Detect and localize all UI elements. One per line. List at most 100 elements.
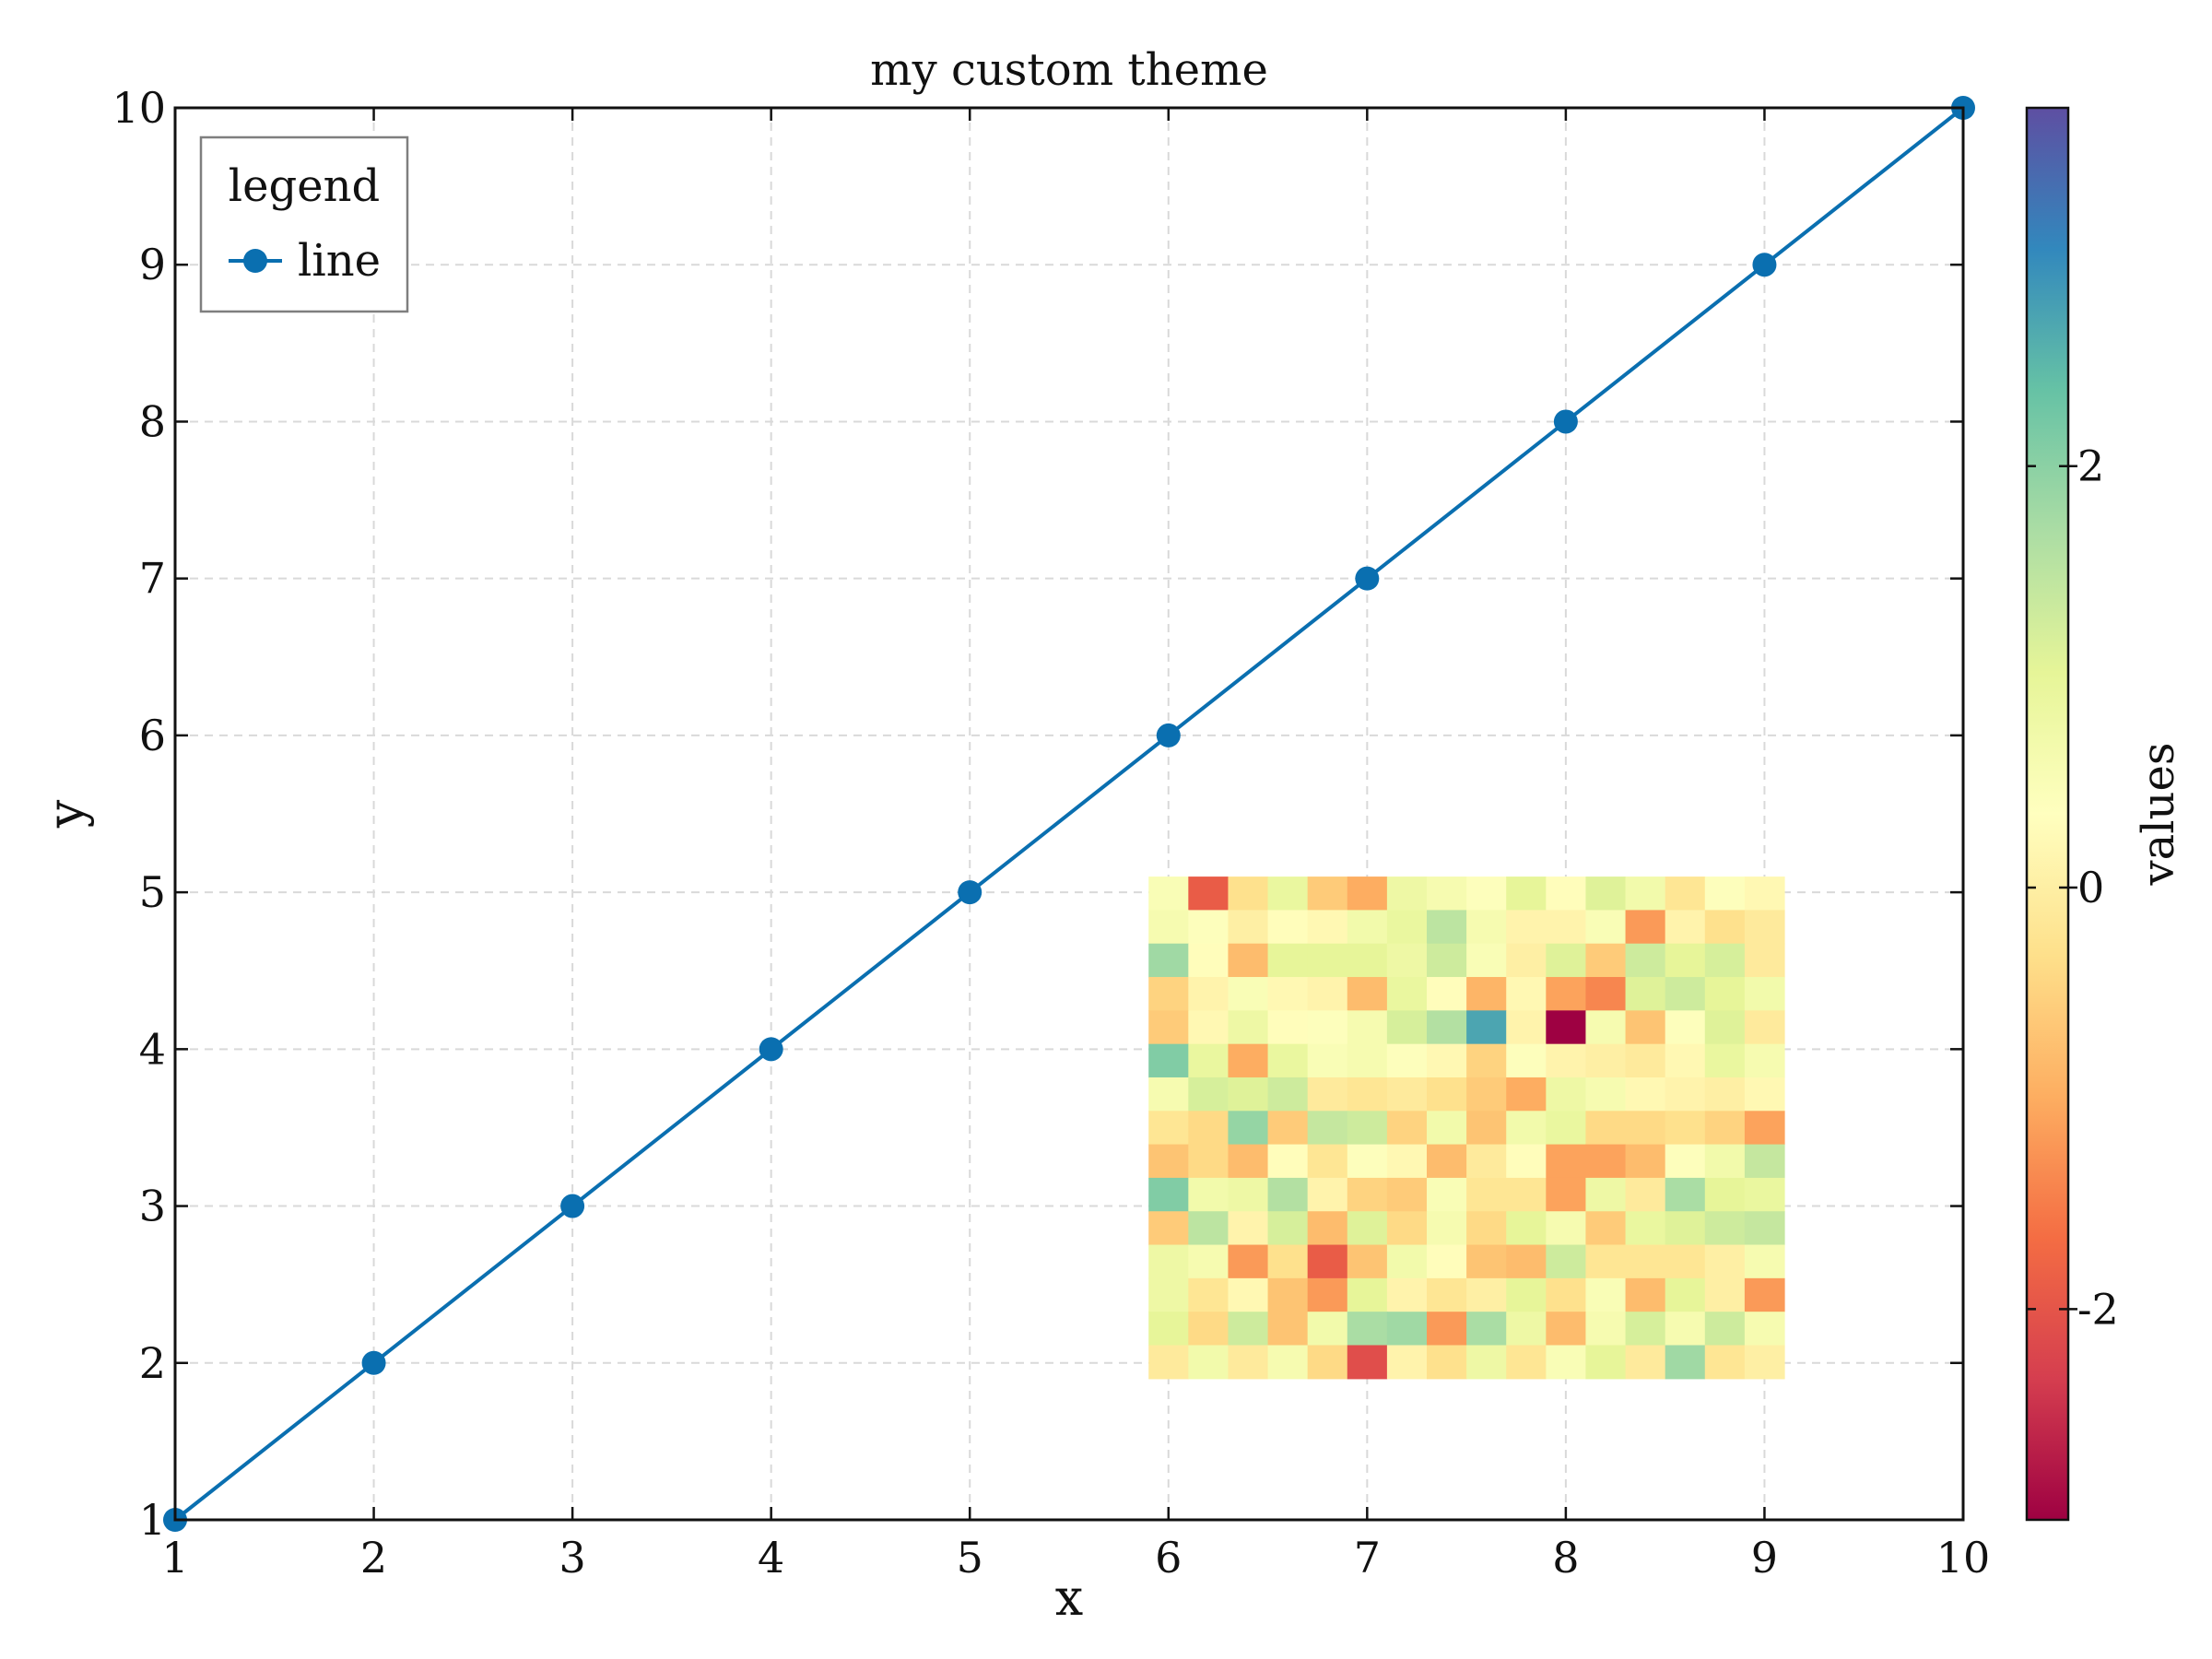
heatmap-cell (1744, 910, 1785, 945)
heatmap-cell (1744, 977, 1785, 1011)
heatmap-cell (1506, 1010, 1547, 1045)
heatmap-cell (1585, 977, 1627, 1011)
heatmap-cell (1506, 1144, 1547, 1179)
heatmap-cell (1386, 910, 1428, 945)
heatmap-cell (1228, 943, 1269, 978)
heatmap-cell (1228, 1077, 1269, 1112)
x-tick-label: 10 (1936, 1533, 1991, 1583)
heatmap-cell (1625, 1277, 1666, 1312)
colorbar-bar (2025, 106, 2070, 1522)
heatmap-cell (1228, 1177, 1269, 1212)
heatmap-cell (1704, 977, 1746, 1011)
heatmap-cell (1665, 1277, 1706, 1312)
heatmap-cell (1665, 910, 1706, 945)
colorbar-ticks: -2 0 2 (2027, 441, 2119, 1334)
heatmap-cell (1347, 1111, 1388, 1146)
heatmap-cell (1148, 1277, 1189, 1312)
heatmap-cell (1546, 1010, 1587, 1045)
heatmap-cell (1585, 1177, 1627, 1212)
heatmap-cell (1188, 1077, 1230, 1112)
heatmap-cell (1625, 1010, 1666, 1045)
heatmap-cell (1625, 977, 1666, 1011)
heatmap-cell (1307, 1244, 1348, 1279)
data-point (1355, 566, 1380, 591)
heatmap-cell (1704, 1211, 1746, 1246)
heatmap-cell (1386, 1077, 1428, 1112)
heatmap-cell (1625, 1312, 1666, 1347)
heatmap-cell (1188, 1111, 1230, 1146)
colorbar-tick-label: 0 (2077, 863, 2104, 912)
x-tick-label: 4 (758, 1533, 784, 1583)
heatmap-cell (1427, 1211, 1467, 1246)
y-tick-label: 3 (139, 1182, 166, 1231)
heatmap-cell (1267, 943, 1309, 978)
heatmap-cell (1148, 1077, 1189, 1112)
heatmap-cell (1585, 1345, 1627, 1380)
heatmap-cell (1466, 1177, 1507, 1212)
heatmap-cell (1665, 1010, 1706, 1045)
heatmap-cell (1188, 1043, 1230, 1078)
heatmap-cell (1267, 1177, 1309, 1212)
heatmap-cell (1585, 1010, 1627, 1045)
heatmap-cell (1267, 910, 1309, 945)
heatmap-cell (1307, 1211, 1348, 1246)
data-point (1752, 253, 1777, 277)
heatmap-cell (1625, 1043, 1666, 1078)
heatmap-cell (1427, 1077, 1467, 1112)
heatmap-cell (1427, 910, 1467, 945)
y-tick-label: 5 (139, 867, 166, 917)
heatmap-cell (1665, 1211, 1706, 1246)
heatmap-cell (1466, 1345, 1507, 1380)
heatmap-cell (1427, 977, 1467, 1011)
heatmap-cell (1347, 977, 1388, 1011)
heatmap-cell (1744, 1244, 1785, 1279)
heatmap-cell (1546, 1211, 1587, 1246)
heatmap-cell (1585, 1144, 1627, 1179)
heatmap-cell (1466, 1111, 1507, 1146)
heatmap-cell (1665, 943, 1706, 978)
heatmap-cell (1506, 1277, 1547, 1312)
chart-title: my custom theme (870, 44, 1268, 96)
heatmap-cell (1665, 1345, 1706, 1380)
heatmap-cell (1347, 910, 1388, 945)
heatmap-cell (1386, 1010, 1428, 1045)
axis-ticks: 1 2 3 4 5 6 7 8 9 10 1 2 3 4 5 6 7 8 9 10 (112, 83, 1990, 1583)
heatmap-cell (1704, 1043, 1746, 1078)
heatmap-cell (1307, 877, 1348, 911)
heatmap-cell (1665, 1177, 1706, 1212)
heatmap-cell (1347, 1211, 1388, 1246)
heatmap-cell (1307, 1177, 1348, 1212)
heatmap-cell (1625, 877, 1666, 911)
heatmap-cell (1506, 1111, 1547, 1146)
legend-title: legend (229, 160, 381, 212)
heatmap-cell (1148, 1043, 1189, 1078)
x-tick-label: 3 (559, 1533, 585, 1583)
heatmap-cell (1267, 1244, 1309, 1279)
heatmap-cell (1347, 1277, 1388, 1312)
heatmap-cell (1148, 977, 1189, 1011)
heatmap-cell (1665, 1144, 1706, 1179)
heatmap-cell (1386, 1312, 1428, 1347)
heatmap-cell (1546, 1345, 1587, 1380)
heatmap-cell (1228, 1144, 1269, 1179)
heatmap-cell (1267, 1277, 1309, 1312)
heatmap-cell (1267, 1111, 1309, 1146)
heatmap-cell (1665, 977, 1706, 1011)
heatmap-cell (1704, 1345, 1746, 1380)
x-tick-label: 1 (161, 1533, 188, 1583)
heatmap-cell (1665, 1111, 1706, 1146)
heatmap-cell (1307, 943, 1348, 978)
colorbar-tick-label: -2 (2077, 1284, 2119, 1334)
y-tick-label: 7 (139, 554, 166, 604)
heatmap-cell (1427, 1312, 1467, 1347)
heatmap-cell (1625, 1244, 1666, 1279)
heatmap-cell (1427, 1111, 1467, 1146)
heatmap-cell (1506, 943, 1547, 978)
plot-area-frame (173, 106, 1965, 1522)
heatmap-cell (1307, 1345, 1348, 1380)
heatmap-cell (1267, 1010, 1309, 1045)
heatmap-cell (1585, 1244, 1627, 1279)
heatmap-cell (1546, 1077, 1587, 1112)
colorbar-label: values (2133, 742, 2184, 886)
x-axis-label: x (1055, 1569, 1083, 1627)
